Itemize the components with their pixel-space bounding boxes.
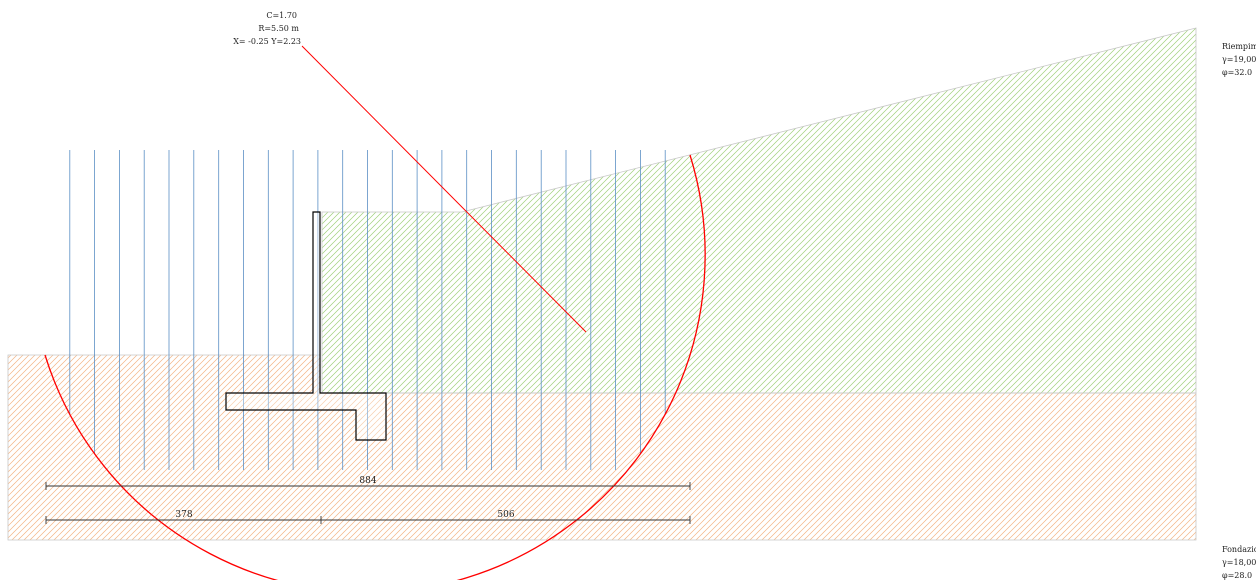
backfill-soil-unit-weight: γ=19,00 <box>1222 55 1256 64</box>
foundation-soil-friction-angle: φ=28.0 <box>1222 571 1252 580</box>
dimension-total-label: 884 <box>359 476 376 486</box>
center-coordinates-label: X= -0.25 Y=2.23 <box>233 37 301 46</box>
dimension-right-label: 506 <box>497 510 514 520</box>
backfill-soil-friction-angle: φ=32.0 <box>1222 68 1252 77</box>
retaining-wall <box>225 211 387 441</box>
foundation-soil-name: Fondazio <box>1222 545 1256 554</box>
backfill-soil-name: Riempim <box>1222 42 1256 51</box>
backfill-soil-region <box>321 27 1197 394</box>
dimension-total: 884 <box>45 476 691 490</box>
safety-factor-label: C=1.70 <box>266 11 297 20</box>
radius-label: R=5.50 m <box>258 24 299 33</box>
backfill-soil-legend: Riempim γ=19,00 φ=32.0 <box>1222 42 1256 77</box>
foundation-soil-unit-weight: γ=18,00 <box>1222 558 1256 567</box>
slip-circle-arc <box>44 154 706 580</box>
dimension-split: 378 506 <box>45 510 691 524</box>
foundation-soil-legend: Fondazio γ=18,00 φ=28.0 <box>1222 545 1256 580</box>
slip-radius-line <box>301 45 587 333</box>
dimension-left-label: 378 <box>175 510 192 520</box>
slice-lines <box>69 150 666 470</box>
